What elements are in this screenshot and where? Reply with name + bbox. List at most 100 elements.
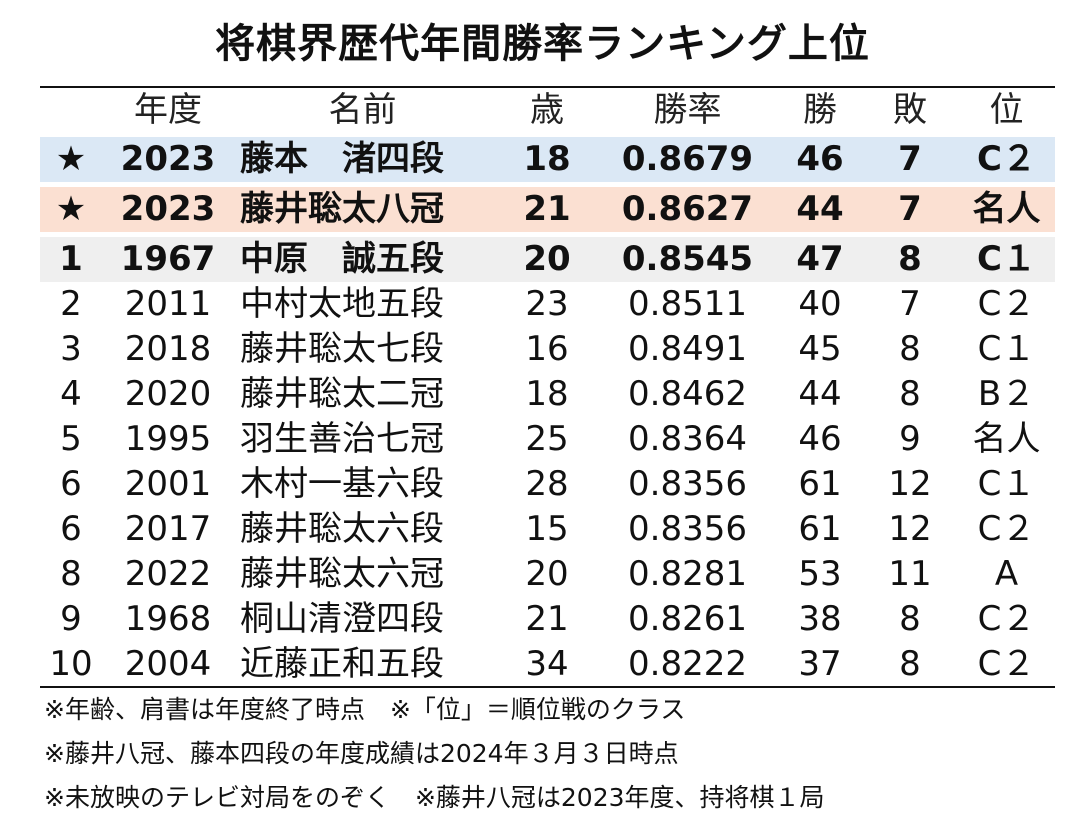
table-row: 6 2017 藤井聡太六段 15 0.8356 61 12 C２ [40, 507, 1055, 552]
table-row: 4 2020 藤井聡太二冠 18 0.8462 44 8 B２ [40, 372, 1055, 417]
table-bottom-rule [40, 686, 1055, 688]
row-rank: 3 [60, 329, 82, 369]
row-class: C１ [977, 464, 1036, 504]
row-losses: 7 [899, 284, 921, 324]
row-class: C２ [977, 139, 1036, 179]
row-class: C２ [977, 284, 1036, 324]
row-name: 藤井聡太二冠 [240, 374, 444, 414]
row-year: 2004 [124, 644, 212, 684]
row-year: 2017 [124, 509, 212, 549]
row-age: 18 [525, 374, 569, 414]
row-name: 桐山清澄四段 [240, 599, 444, 639]
footnote: ※年齢、肩書は年度終了時点 ※「位」＝順位戦のクラス [44, 695, 686, 724]
table-row: 10 2004 近藤正和五段 34 0.8222 37 8 C２ [40, 642, 1055, 687]
header-name: 名前 [328, 90, 397, 130]
row-rate: 0.8491 [628, 329, 747, 369]
header-losses: 敗 [893, 90, 927, 130]
row-rate: 0.8356 [628, 464, 747, 504]
row-name: 藤井聡太七段 [240, 329, 444, 369]
row-age: 21 [525, 599, 569, 639]
footnote: ※藤井八冠、藤本四段の年度成績は2024年３月３日時点 [44, 739, 679, 768]
row-name: 木村一基六段 [240, 464, 444, 504]
row-losses: 9 [899, 419, 921, 459]
row-rank: 6 [60, 464, 82, 504]
row-class: B２ [977, 374, 1036, 414]
row-class: C２ [977, 599, 1036, 639]
header-class: 位 [989, 90, 1024, 130]
row-losses: 8 [899, 329, 921, 369]
row-rate: 0.8281 [628, 554, 747, 594]
row-wins: 53 [798, 554, 842, 594]
row-year: 2022 [124, 554, 212, 594]
row-age: 21 [523, 189, 571, 229]
row-losses: 8 [899, 644, 921, 684]
row-year: 1968 [124, 599, 212, 639]
row-rank: 6 [60, 509, 82, 549]
row-name: 中村太地五段 [240, 284, 444, 324]
row-class: 名人 [972, 189, 1041, 229]
row-losses: 8 [899, 599, 921, 639]
table-row-rank-1: 1 1967 中原 誠五段 20 0.8545 47 8 C１ [40, 237, 1055, 282]
row-wins: 38 [798, 599, 842, 639]
row-wins: 47 [796, 239, 844, 279]
row-age: 18 [523, 139, 571, 179]
table-row: 6 2001 木村一基六段 28 0.8356 61 12 C１ [40, 462, 1055, 507]
header-rate: 勝率 [653, 90, 722, 130]
row-rank-star-icon: ★ [55, 139, 87, 179]
row-name: 藤本 渚四段 [240, 139, 444, 179]
row-rank: 8 [60, 554, 82, 594]
row-year: 2023 [120, 139, 216, 179]
row-rate: 0.8545 [621, 239, 754, 279]
row-year: 2001 [124, 464, 212, 504]
row-rank: 1 [59, 239, 83, 279]
row-age: 25 [525, 419, 569, 459]
row-class: A [994, 554, 1019, 594]
table-row: 3 2018 藤井聡太七段 16 0.8491 45 8 C１ [40, 327, 1055, 372]
row-age: 15 [525, 509, 569, 549]
row-losses: 12 [888, 509, 932, 549]
header-year: 年度 [134, 90, 202, 130]
row-rank: 4 [60, 374, 82, 414]
row-wins: 40 [798, 284, 842, 324]
row-wins: 44 [796, 189, 844, 229]
row-year: 1967 [120, 239, 216, 279]
row-wins: 45 [798, 329, 842, 369]
row-age: 34 [525, 644, 569, 684]
table-row: 9 1968 桐山清澄四段 21 0.8261 38 8 C２ [40, 597, 1055, 642]
row-class: C１ [977, 329, 1036, 369]
row-rank: 2 [60, 284, 82, 324]
row-year: 1995 [124, 419, 212, 459]
row-name: 羽生善治七冠 [240, 419, 444, 459]
row-rate: 0.8511 [628, 284, 747, 324]
table-header-row: 年度 名前 歳 勝率 勝 敗 位 [40, 88, 1055, 133]
row-year: 2011 [124, 284, 212, 324]
row-class: C１ [977, 239, 1036, 279]
row-losses: 11 [888, 554, 932, 594]
header-wins: 勝 [803, 90, 837, 130]
row-rate: 0.8222 [628, 644, 747, 684]
row-wins: 37 [798, 644, 842, 684]
header-age: 歳 [530, 90, 564, 130]
row-wins: 44 [798, 374, 842, 414]
row-year: 2023 [120, 189, 216, 229]
row-rate: 0.8261 [628, 599, 747, 639]
row-rate: 0.8627 [621, 189, 754, 229]
row-age: 16 [525, 329, 569, 369]
row-class: C２ [977, 644, 1036, 684]
table-row: 5 1995 羽生善治七冠 25 0.8364 46 9 名人 [40, 417, 1055, 462]
table-row: 8 2022 藤井聡太六冠 20 0.8281 53 11 A [40, 552, 1055, 597]
page-title: 将棋界歴代年間勝率ランキング上位 [215, 21, 870, 67]
row-year: 2018 [124, 329, 212, 369]
row-class: 名人 [972, 419, 1041, 459]
row-losses: 8 [899, 374, 921, 414]
row-name: 藤井聡太六段 [240, 509, 444, 549]
row-rate: 0.8679 [621, 139, 754, 179]
row-wins: 46 [796, 139, 844, 179]
row-losses: 8 [898, 239, 922, 279]
row-age: 20 [523, 239, 571, 279]
table-row-highlight-fujimoto: ★ 2023 藤本 渚四段 18 0.8679 46 7 C２ [40, 137, 1055, 182]
row-class: C２ [977, 509, 1036, 549]
row-age: 20 [525, 554, 569, 594]
row-name: 中原 誠五段 [240, 239, 444, 279]
